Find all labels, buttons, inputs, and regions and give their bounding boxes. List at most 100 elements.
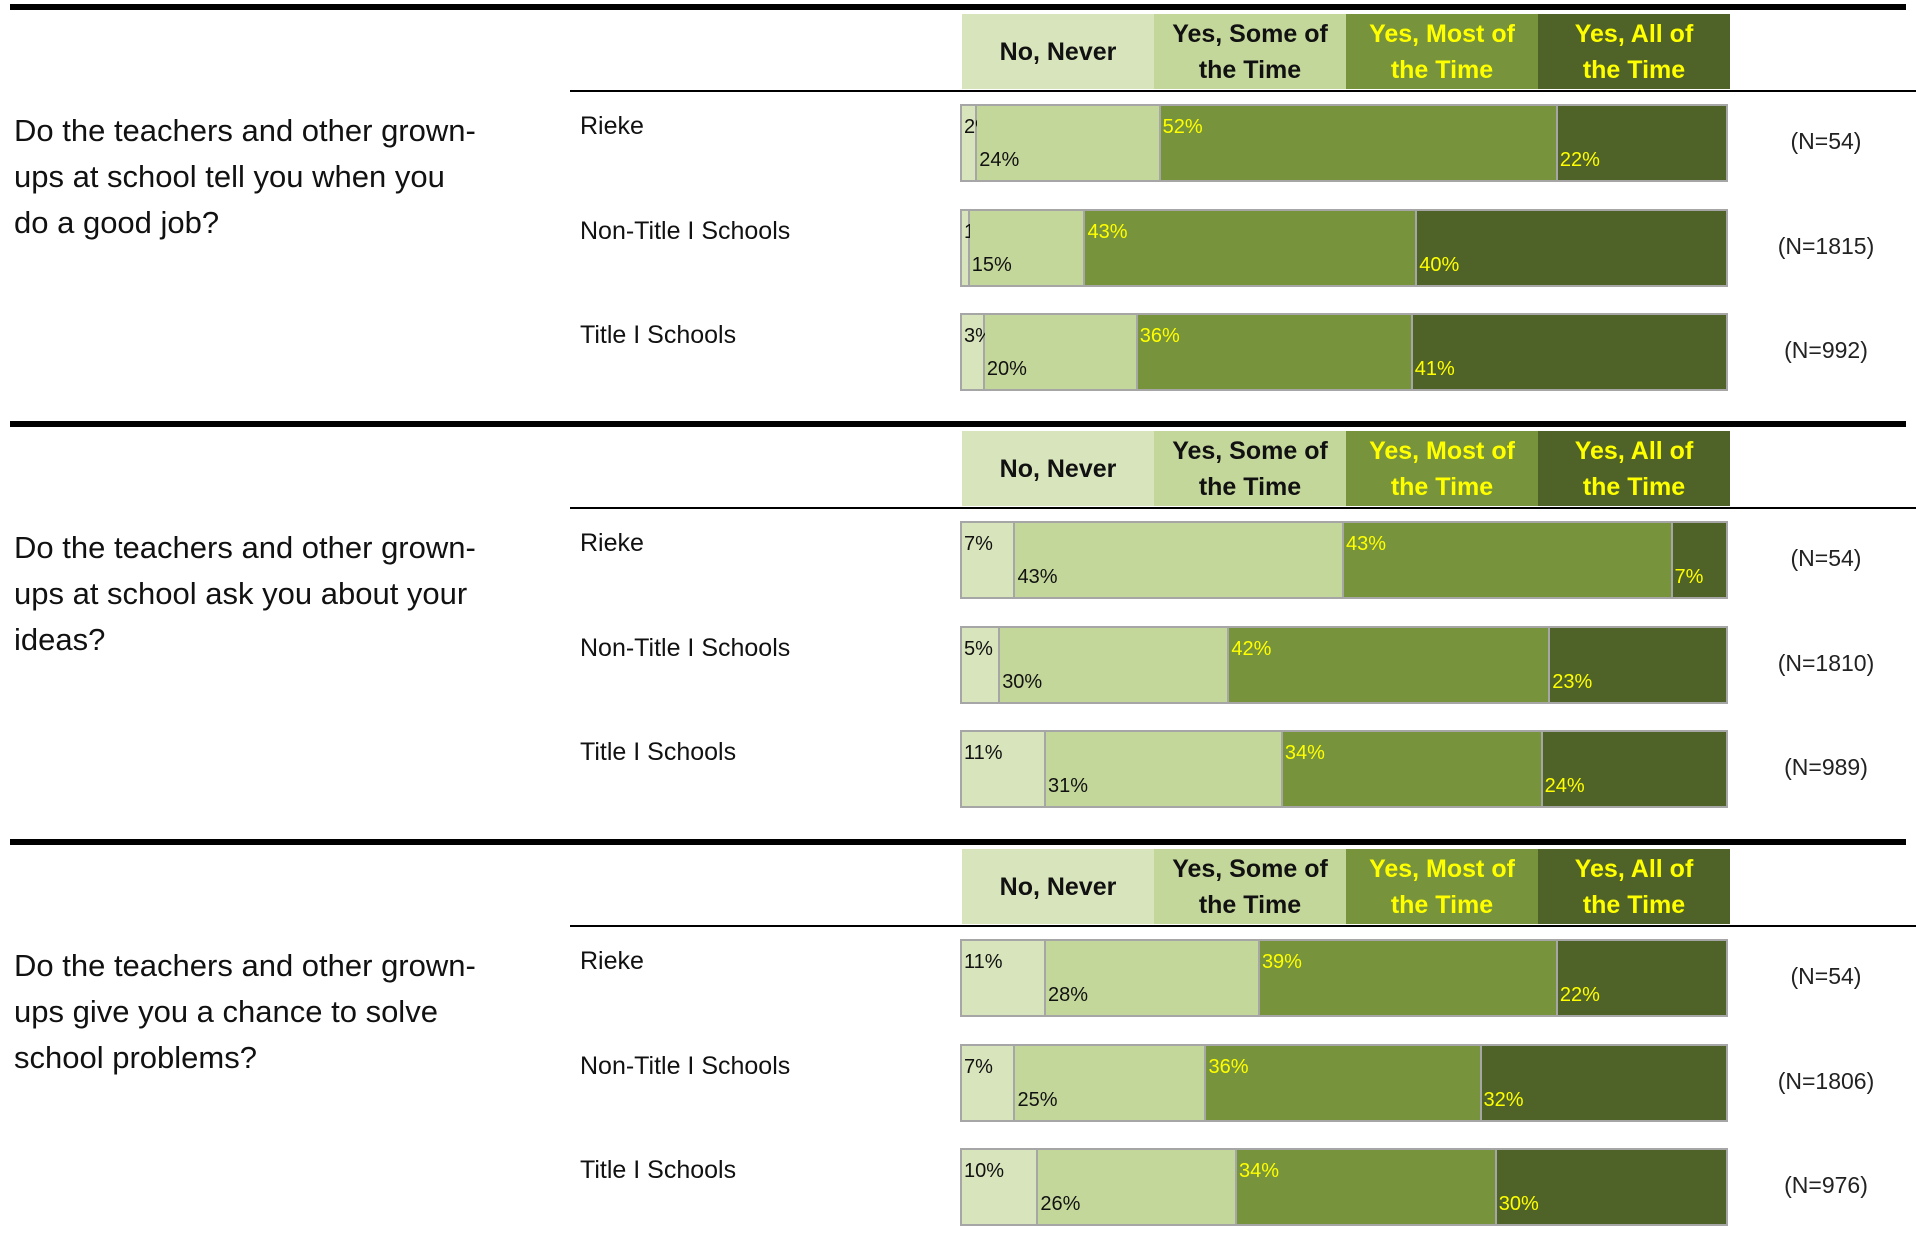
- legend-header-line: Yes, All of: [1574, 19, 1694, 48]
- bar-segment: 30%: [1000, 628, 1230, 702]
- legend-header-no_never: No, Never: [962, 14, 1154, 89]
- stacked-bar: 3% 20% 36% 41%: [960, 313, 1728, 391]
- bar-segment: 42%: [1229, 628, 1551, 702]
- section-divider: [10, 421, 1906, 427]
- legend-header-all: Yes, All of the Time: [1538, 849, 1730, 924]
- bar-segment: 10%: [962, 1150, 1039, 1224]
- data-label: 7%: [964, 533, 993, 555]
- row-label: Rieke: [580, 529, 644, 557]
- bar-segment: 39%: [1259, 941, 1558, 1015]
- legend-header-line: the Time: [1390, 55, 1494, 84]
- legend-header-line: No, Never: [999, 37, 1117, 66]
- question-text: Do the teachers and other grown-ups give…: [14, 948, 476, 1075]
- legend-header-no_never: No, Never: [962, 431, 1154, 506]
- sample-size-label: (N=1815): [1777, 233, 1875, 259]
- data-label: 32%: [1483, 1089, 1524, 1111]
- data-label: 30%: [1002, 671, 1043, 693]
- legend-header-line: Yes, Some of: [1172, 19, 1328, 48]
- legend-header-some: Yes, Some of the Time: [1154, 431, 1346, 506]
- legend-header-line: Yes, Some of: [1172, 436, 1328, 465]
- data-label: 36%: [1208, 1056, 1249, 1078]
- bar-segment: 24%: [1542, 732, 1726, 806]
- legend-header-some: Yes, Some of the Time: [1154, 14, 1346, 89]
- legend-header-all: Yes, All of the Time: [1538, 431, 1730, 506]
- legend-header-line: Yes, Most of: [1369, 436, 1515, 465]
- legend-header-line: the Time: [1198, 472, 1302, 501]
- bar-segment: 52%: [1160, 106, 1558, 180]
- bar-segment: 25%: [1015, 1046, 1207, 1120]
- bar-segment: 34%: [1237, 1150, 1497, 1224]
- data-label: 28%: [1048, 984, 1089, 1006]
- bar-segment: 40%: [1417, 211, 1726, 285]
- data-label: 41%: [1414, 358, 1455, 380]
- data-label: 20%: [986, 358, 1027, 380]
- bar-segment: 30%: [1496, 1150, 1726, 1224]
- stacked-bar: 2%24% 52% 22%: [960, 104, 1728, 182]
- legend-header-most: Yes, Most of the Time: [1346, 849, 1538, 924]
- header-underline: [570, 90, 1916, 92]
- bar-segment: 23%: [1550, 628, 1726, 702]
- data-label: 22%: [1559, 984, 1600, 1006]
- header-underline: [570, 925, 1916, 927]
- bar-segment: 28%: [1046, 941, 1260, 1015]
- question-section: Do the teachers and other grown-ups at s…: [0, 4, 1916, 414]
- row-label: Title I Schools: [580, 738, 737, 766]
- data-label: 39%: [1261, 951, 1302, 973]
- bar-segment: 32%: [1481, 1046, 1726, 1120]
- row-label: Rieke: [580, 947, 644, 975]
- data-label: 24%: [979, 149, 1020, 171]
- legend-header-line: Yes, Most of: [1369, 854, 1515, 883]
- data-label: 34%: [1284, 742, 1325, 764]
- section-divider: [10, 4, 1906, 10]
- legend-header-all: Yes, All of the Time: [1538, 14, 1730, 89]
- data-label: 10%: [964, 1160, 1005, 1182]
- data-label: 43%: [1087, 221, 1128, 243]
- bar-segment: 43%: [1085, 211, 1418, 285]
- row-label: Non-Title I Schools: [580, 1052, 791, 1080]
- bar-segment: 11%: [962, 732, 1047, 806]
- data-label: 26%: [1040, 1193, 1081, 1215]
- legend-header-line: No, Never: [999, 872, 1117, 901]
- bar-segment: 3%: [962, 315, 993, 389]
- legend-header-line: Yes, Some of: [1172, 854, 1328, 883]
- stacked-bar: 1%15% 43% 40%: [960, 209, 1728, 287]
- bar-segment: 31%: [1046, 732, 1283, 806]
- legend-header-line: the Time: [1582, 890, 1686, 919]
- legend-header-line: Yes, All of: [1574, 436, 1694, 465]
- row-label: Non-Title I Schools: [580, 217, 791, 245]
- bar-segment: 22%: [1557, 106, 1726, 180]
- question-text: Do the teachers and other grown-ups at s…: [14, 113, 476, 240]
- data-label: 40%: [1419, 254, 1460, 276]
- data-label: 36%: [1139, 325, 1180, 347]
- legend-header-line: the Time: [1390, 472, 1494, 501]
- bar-segment: 7%: [962, 523, 1016, 597]
- sample-size-label: (N=54): [1790, 545, 1862, 571]
- stacked-bar: 10% 26% 34% 30%: [960, 1148, 1728, 1226]
- bar-segment: 7%: [962, 1046, 1016, 1120]
- section-divider: [10, 839, 1906, 845]
- legend-header-some: Yes, Some of the Time: [1154, 849, 1346, 924]
- sample-size-label: (N=54): [1790, 128, 1862, 154]
- stacked-bar: 11% 28% 39% 22%: [960, 939, 1728, 1017]
- data-label: 5%: [964, 638, 993, 660]
- legend-header-line: Yes, All of: [1574, 854, 1694, 883]
- data-label: 7%: [964, 1056, 993, 1078]
- bar-segment: 36%: [1137, 315, 1413, 389]
- bar-segment: 20%: [984, 315, 1138, 389]
- bar-segment: 22%: [1557, 941, 1726, 1015]
- bar-segment: 34%: [1282, 732, 1543, 806]
- row-label: Title I Schools: [580, 321, 737, 349]
- data-label: 23%: [1552, 671, 1593, 693]
- bar-segment: 1%: [962, 211, 993, 285]
- legend-header-line: Yes, Most of: [1369, 19, 1515, 48]
- stacked-bar: 7% 25% 36% 32%: [960, 1044, 1728, 1122]
- row-label: Title I Schools: [580, 1156, 737, 1184]
- header-underline: [570, 507, 1916, 509]
- sample-size-label: (N=992): [1784, 337, 1868, 363]
- data-label: 7%: [1674, 566, 1704, 588]
- sample-size-label: (N=1806): [1777, 1068, 1875, 1094]
- data-label: 43%: [1345, 533, 1387, 555]
- sample-size-label: (N=1810): [1777, 650, 1875, 676]
- sample-size-label: (N=989): [1784, 754, 1868, 780]
- sample-size-label: (N=54): [1790, 963, 1862, 989]
